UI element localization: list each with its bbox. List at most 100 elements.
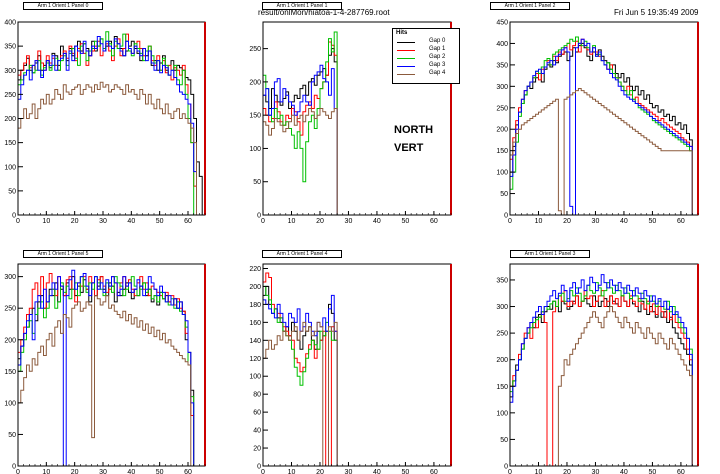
y-tick-label: 250 [4, 92, 16, 99]
y-tick-label: 350 [496, 277, 508, 284]
y-tick-label: 120 [249, 356, 261, 363]
y-tick-label: 0 [257, 213, 261, 220]
x-tick-label: 50 [156, 218, 164, 225]
legend-entry-gap3: Gap 3 [397, 62, 457, 70]
file-path-label: result/onlMon/hiatoa-1-4-287769.root [258, 8, 390, 17]
series-line-gap3 [18, 36, 205, 216]
x-tick-label: 60 [430, 469, 438, 474]
x-tick-label: 10 [288, 218, 296, 225]
x-tick-label: 60 [677, 469, 685, 474]
y-tick-label: 50 [253, 179, 261, 186]
y-tick-label: 250 [496, 331, 508, 338]
y-tick-label: 0 [504, 464, 508, 471]
x-tick-label: 30 [345, 218, 353, 225]
x-tick-label: 20 [71, 469, 79, 474]
x-tick-label: 30 [99, 218, 107, 225]
x-tick-label: 40 [620, 469, 628, 474]
legend-label: Gap 4 [429, 70, 446, 76]
y-tick-label: 300 [496, 304, 508, 311]
legend-entry-gap0: Gap 0 [397, 38, 457, 46]
legend-swatch [397, 74, 415, 75]
series-line-gap3 [510, 38, 698, 216]
series-line-gap4 [510, 306, 698, 467]
x-tick-label: 10 [42, 218, 50, 225]
series-line-gap4 [18, 81, 205, 216]
legend-label: Gap 3 [429, 62, 446, 68]
x-tick-label: 40 [127, 469, 135, 474]
panel-title: Arm 1 Orient 1 Panel 5 [23, 250, 103, 258]
panel-title: Arm 1 Orient 1 Panel 3 [510, 250, 590, 258]
series-line-gap1 [510, 38, 698, 216]
y-tick-label: 250 [496, 105, 508, 112]
x-tick-label: 40 [373, 469, 381, 474]
y-tick-label: 180 [249, 302, 261, 309]
y-tick-label: 150 [249, 113, 261, 120]
y-tick-label: 100 [249, 146, 261, 153]
legend: Hits Gap 0 Gap 1 Gap 2 Gap 3 Gap 4 [392, 28, 460, 84]
series-line-gap4 [263, 108, 340, 216]
y-tick-label: 0 [12, 213, 16, 220]
legend-swatch [397, 42, 415, 43]
y-tick-label: 20 [253, 446, 261, 453]
y-tick-label: 200 [249, 284, 261, 291]
y-tick-label: 0 [257, 464, 261, 471]
y-tick-label: 150 [4, 369, 16, 376]
timestamp-label: Fri Jun 5 19:35:49 2009 [614, 8, 699, 17]
y-tick-label: 140 [249, 338, 261, 345]
y-tick-label: 220 [249, 266, 261, 273]
series-line-gap3 [18, 269, 205, 467]
y-tick-label: 200 [4, 116, 16, 123]
y-tick-label: 200 [496, 357, 508, 364]
legend-label: Gap 1 [429, 46, 446, 52]
x-tick-label: 20 [71, 218, 79, 225]
y-tick-label: 450 [496, 20, 508, 27]
y-tick-label: 350 [4, 44, 16, 51]
x-tick-label: 20 [563, 469, 571, 474]
plot-frame [262, 263, 452, 467]
y-tick-label: 50 [8, 188, 16, 195]
series-line-gap4 [263, 321, 340, 467]
y-tick-label: 50 [500, 437, 508, 444]
y-tick-label: 250 [4, 306, 16, 313]
x-tick-label: 20 [563, 218, 571, 225]
y-tick-label: 100 [496, 170, 508, 177]
y-tick-label: 0 [12, 464, 16, 471]
x-tick-label: 10 [535, 469, 543, 474]
x-tick-label: 50 [649, 218, 657, 225]
y-tick-label: 400 [496, 41, 508, 48]
x-tick-label: 50 [402, 469, 410, 474]
y-tick-label: 350 [496, 62, 508, 69]
y-tick-label: 300 [4, 68, 16, 75]
y-tick-label: 50 [8, 432, 16, 439]
x-tick-label: 50 [402, 218, 410, 225]
y-tick-label: 150 [496, 384, 508, 391]
x-tick-label: 40 [373, 218, 381, 225]
series-line-gap4 [510, 88, 698, 216]
y-tick-label: 250 [249, 46, 261, 53]
x-tick-label: 20 [316, 469, 324, 474]
y-tick-label: 0 [504, 213, 508, 220]
y-tick-label: 150 [4, 140, 16, 147]
legend-title: Hits [396, 30, 408, 36]
legend-label: Gap 0 [429, 38, 446, 44]
x-tick-label: 60 [184, 469, 192, 474]
legend-entry-gap2: Gap 2 [397, 54, 457, 62]
x-tick-label: 30 [345, 469, 353, 474]
x-tick-label: 0 [261, 218, 265, 225]
x-tick-label: 30 [592, 469, 600, 474]
series-line-gap1 [18, 273, 205, 467]
y-tick-label: 300 [4, 274, 16, 281]
x-tick-label: 0 [16, 469, 20, 474]
x-tick-label: 40 [620, 218, 628, 225]
y-tick-label: 40 [253, 428, 261, 435]
y-tick-label: 200 [249, 79, 261, 86]
north-label: NORTH [394, 124, 434, 136]
x-tick-label: 0 [508, 218, 512, 225]
x-tick-label: 20 [316, 218, 324, 225]
y-tick-label: 400 [4, 20, 16, 27]
x-tick-label: 10 [535, 218, 543, 225]
legend-entry-gap1: Gap 1 [397, 46, 457, 54]
x-tick-label: 60 [184, 218, 192, 225]
series-line-gap4 [18, 295, 205, 467]
